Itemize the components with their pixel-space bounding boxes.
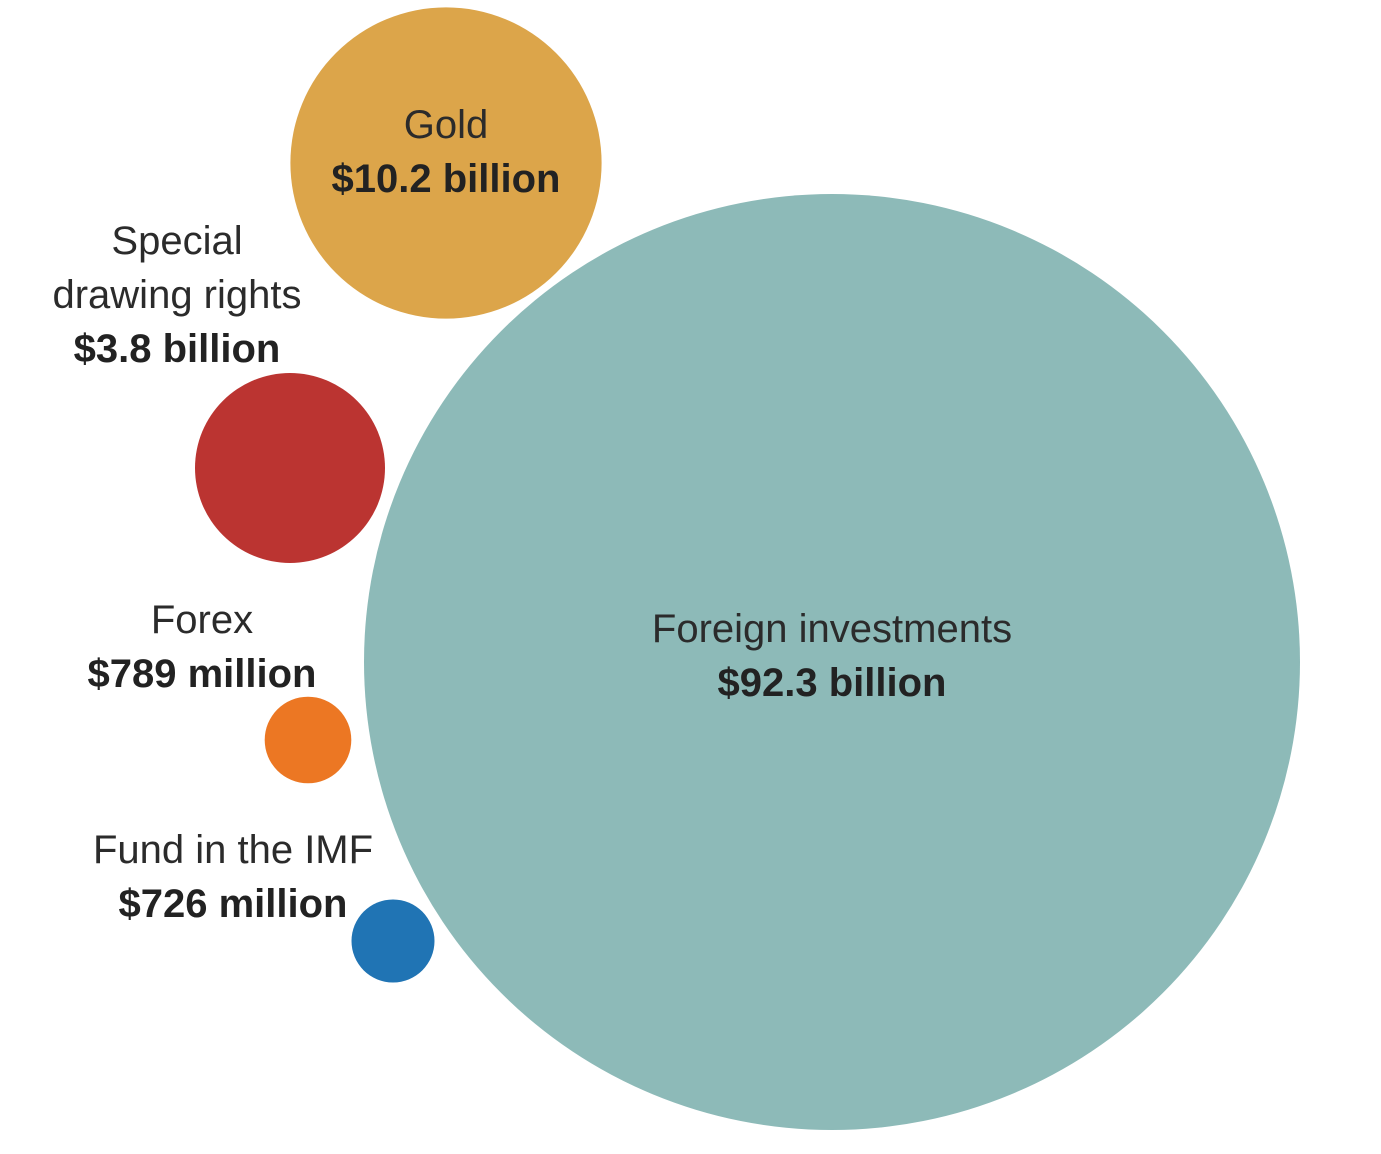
bubble-value-foreign-investments: $92.3 billion	[718, 661, 947, 705]
bubble-name-special-drawing-rights: drawing rights	[52, 273, 301, 317]
bubble-name-foreign-investments: Foreign investments	[652, 607, 1012, 651]
bubble-value-forex: $789 million	[88, 652, 317, 696]
bubble-name-gold: Gold	[404, 103, 489, 147]
bubble-special-drawing-rights	[195, 373, 385, 563]
bubble-value-fund-in-imf: $726 million	[119, 882, 348, 926]
bubble-value-special-drawing-rights: $3.8 billion	[74, 327, 281, 371]
bubble-foreign-investments	[364, 194, 1300, 1130]
bubbles-layer	[195, 7, 1300, 1130]
bubble-name-fund-in-imf: Fund in the IMF	[93, 828, 373, 872]
bubble-value-gold: $10.2 billion	[332, 157, 561, 201]
bubble-fund-in-imf	[351, 899, 435, 983]
bubble-gold	[290, 7, 602, 319]
labels-layer: Gold $10.2 billion Special drawing rights $3…	[52, 103, 1012, 926]
bubble-name-special-drawing-rights: Special	[111, 219, 242, 263]
bubble-forex	[264, 696, 352, 784]
bubble-name-forex: Forex	[151, 598, 253, 642]
